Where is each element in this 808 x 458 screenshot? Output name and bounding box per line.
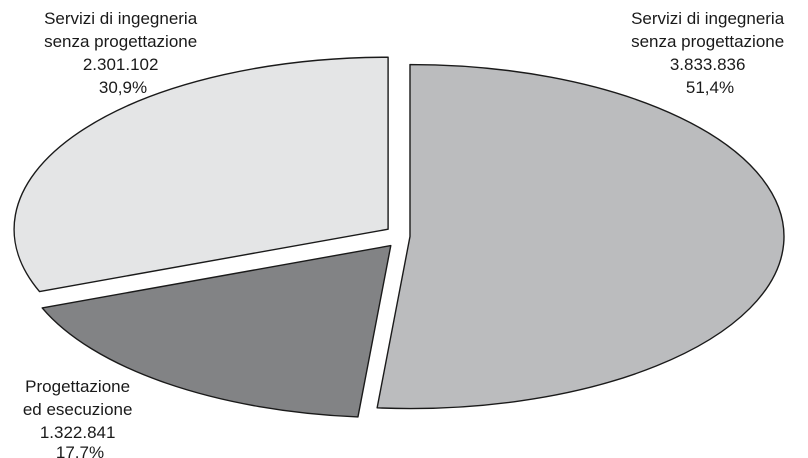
slice-2-name-line-1: Progettazione	[25, 377, 130, 396]
pie-slice-3	[13, 56, 389, 293]
slice-2-percent: 17,7%	[56, 443, 104, 458]
slice-1-name-line-1: Servizi di ingegneria	[631, 9, 785, 28]
slice-3-name-line-1: Servizi di ingegneria	[44, 9, 198, 28]
slice-label-2: Progettazione ed esecuzione 1.322.841 17…	[23, 377, 137, 458]
slice-1-percent: 51,4%	[686, 78, 734, 97]
pie-slices	[13, 56, 785, 418]
slice-label-1: Servizi di ingegneria senza progettazion…	[631, 9, 789, 97]
slice-1-value: 3.833.836	[670, 55, 746, 74]
slice-2-value: 1.322.841	[40, 423, 116, 442]
slice-3-value: 2.301.102	[83, 55, 159, 74]
slice-1-name-line-2: senza progettazione	[631, 32, 784, 51]
slice-2-name-line-2: ed esecuzione	[23, 400, 133, 419]
pie-slice-1	[376, 63, 785, 410]
pie-slice-2	[41, 244, 392, 418]
slice-3-name-line-2: senza progettazione	[44, 32, 197, 51]
slice-label-3: Servizi di ingegneria senza progettazion…	[44, 9, 202, 97]
slice-labels: Servizi di ingegneria senza progettazion…	[23, 9, 789, 458]
slice-3-percent: 30,9%	[99, 78, 147, 97]
